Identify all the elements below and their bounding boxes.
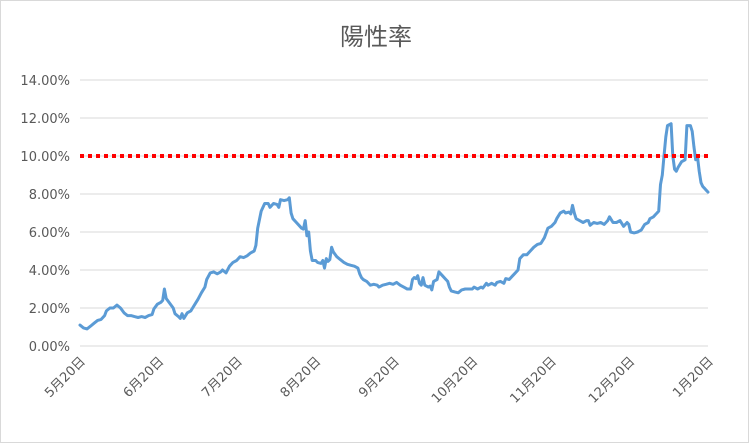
y-tick-label: 0.00% [29,340,70,355]
x-tick-label: 6月20日 [121,354,168,401]
x-axis-ticks: 5月20日 6月20日 7月20日 8月20日 9月20日 10月20日 11月20日 12月… [42,354,717,406]
y-tick-label: 12.00% [20,112,70,127]
x-tick-label: 11月20日 [507,354,559,406]
x-tick-label: 8月20日 [278,354,325,401]
y-axis-ticks: 0.00% 2.00% 4.00% 6.00% 8.00% 10.00% 12.00% 14.… [20,74,70,355]
x-tick-label: 1月20日 [670,354,717,401]
y-tick-label: 10.00% [20,150,70,165]
y-tick-label: 4.00% [29,264,70,279]
series-line [78,122,710,331]
x-tick-label: 9月20日 [356,354,403,401]
x-tick-label: 5月20日 [42,354,89,401]
series-layer [78,122,710,331]
y-tick-label: 8.00% [29,188,70,203]
x-tick-label: 7月20日 [199,354,246,401]
y-tick-label: 2.00% [29,302,70,317]
y-tick-label: 6.00% [29,226,70,241]
x-tick-label: 12月20日 [586,354,638,406]
chart-title: 陽性率 [340,23,412,51]
gridlines [80,79,708,347]
x-tick-label: 10月20日 [429,354,481,406]
y-tick-label: 14.00% [20,74,70,89]
